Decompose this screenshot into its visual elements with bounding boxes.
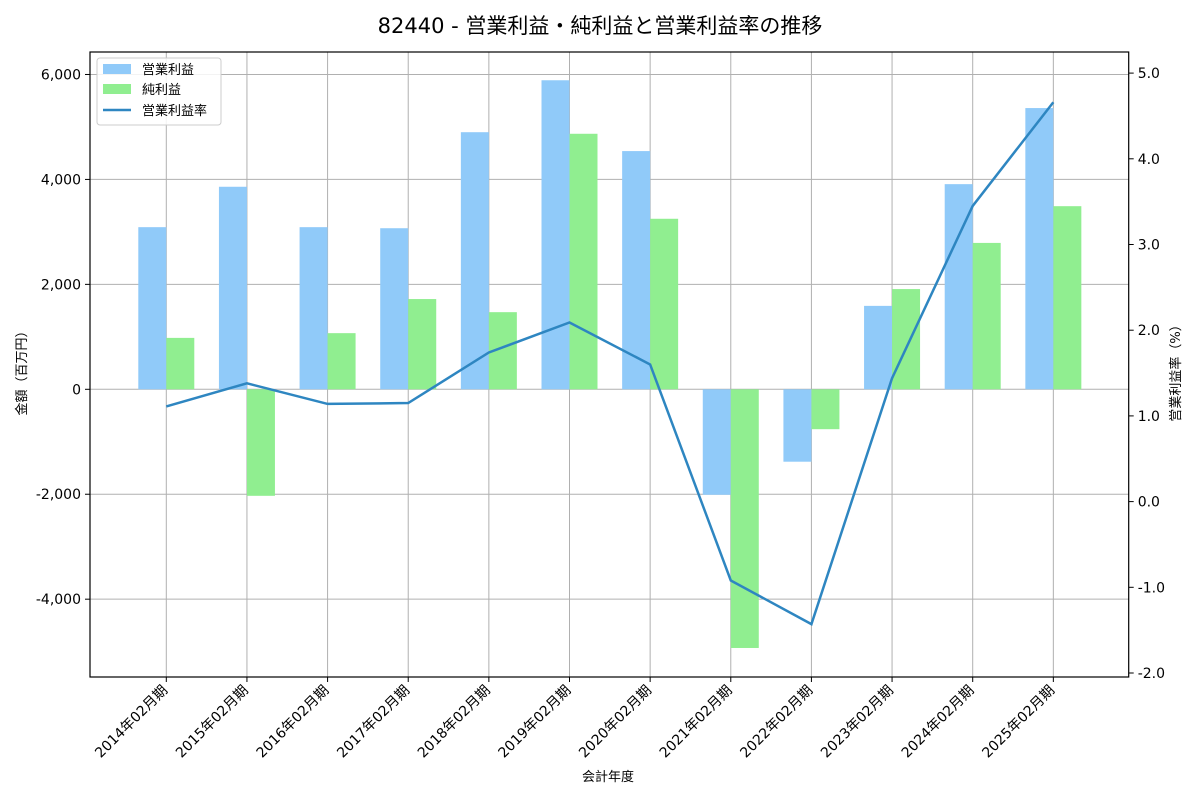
y-tick-label: 6,000 <box>41 67 81 83</box>
x-tick-label: 2014年02月期 <box>92 683 171 762</box>
legend-label: 営業利益率 <box>142 103 207 119</box>
bar-net-profit <box>972 242 1001 390</box>
chart-title: 82440 - 営業利益・純利益と営業利益率の推移 <box>377 14 823 38</box>
bar-net-profit <box>166 337 195 390</box>
y2-tick-label: 1.0 <box>1138 409 1160 425</box>
bar-operating-profit <box>460 132 489 390</box>
legend-swatch-operating-profit <box>103 64 131 74</box>
y-axis-label: 金額（百万円） <box>14 324 30 415</box>
legend-box <box>96 57 222 126</box>
y2-tick-label: 5.0 <box>1138 66 1160 82</box>
operating-margin-line <box>165 101 1055 626</box>
x-tick-label: 2020年02月期 <box>576 683 655 762</box>
bar-net-profit <box>730 389 759 648</box>
bar-operating-profit <box>380 228 409 390</box>
x-tick-label: 2019年02月期 <box>496 683 575 762</box>
legend-swatch-net-profit <box>103 84 131 94</box>
legend-label: 純利益 <box>142 83 181 98</box>
line-operating-margin <box>165 101 1055 626</box>
y2-tick-label: 4.0 <box>1138 152 1160 168</box>
x-tick-label: 2024年02月期 <box>899 683 978 762</box>
x-tick-label: 2017年02月期 <box>334 683 413 762</box>
bar-operating-profit <box>864 305 893 390</box>
x-tick-label: 2025年02月期 <box>979 683 1058 762</box>
bar-operating-profit <box>541 80 570 390</box>
y-tick-label: -2,000 <box>36 487 81 503</box>
bar-net-profit <box>650 218 679 390</box>
x-tick-label: 2021年02月期 <box>657 683 736 762</box>
y2-tick-label: 3.0 <box>1138 238 1160 254</box>
bar-net-profit <box>811 389 840 430</box>
bar-operating-profit <box>622 151 651 390</box>
plot-frame <box>89 51 1130 678</box>
y-tick-label: 0 <box>72 382 81 398</box>
x-axis-label: 会計年度 <box>582 769 634 785</box>
x-tick-label: 2023年02月期 <box>818 683 897 762</box>
bar-operating-profit <box>299 227 328 390</box>
bar-operating-profit <box>218 186 247 390</box>
x-tick-label: 2022年02月期 <box>737 683 816 762</box>
bar-operating-profit <box>783 389 812 462</box>
y-tick-label: -4,000 <box>36 592 81 608</box>
bar-operating-profit <box>1025 108 1054 390</box>
bar-net-profit <box>1053 206 1082 390</box>
axes: -4,000 -2,000 0 2,000 4,000 6,000 -2.0 -1.0 0.0 1… <box>14 51 1184 785</box>
y-tick-label: 2,000 <box>41 277 81 293</box>
bars <box>138 80 1082 648</box>
y2-tick-label: 2.0 <box>1138 323 1160 339</box>
y2-axis-label: 営業利益率（%） <box>1168 318 1184 421</box>
bar-net-profit <box>892 289 921 390</box>
bar-net-profit <box>327 333 356 390</box>
x-tick-label: 2016年02月期 <box>254 683 333 762</box>
x-tick-label: 2018年02月期 <box>415 683 494 762</box>
y2-tick-label: 0.0 <box>1138 495 1160 511</box>
bar-net-profit <box>408 299 437 390</box>
y2-tick-label: -1.0 <box>1138 580 1165 596</box>
y2-tick-label: -2.0 <box>1138 666 1165 682</box>
bar-net-profit <box>569 133 598 390</box>
bar-operating-profit <box>138 227 167 390</box>
x-tick-label: 2015年02月期 <box>173 683 252 762</box>
legend-label: 営業利益 <box>142 62 194 78</box>
bar-operating-profit <box>702 389 731 495</box>
y-tick-label: 4,000 <box>41 172 81 188</box>
bar-net-profit <box>246 389 275 496</box>
